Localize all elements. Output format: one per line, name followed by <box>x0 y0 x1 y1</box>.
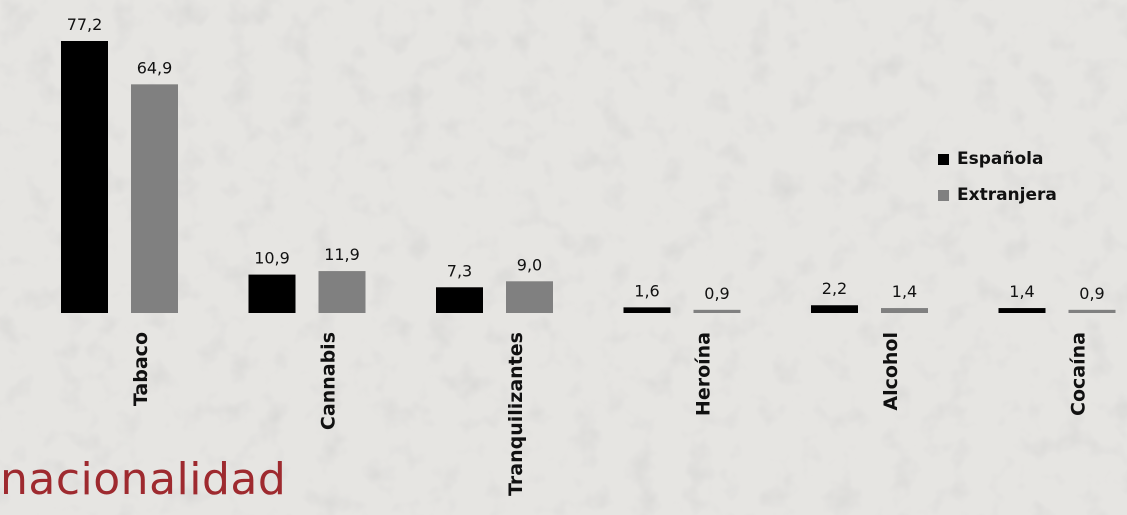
category-label-tabaco: Tabaco <box>130 332 152 406</box>
value-label-tranquilizantes-extranjera: 9,0 <box>517 255 542 274</box>
value-label-heroina-extranjera: 0,9 <box>704 284 729 303</box>
legend-label-extranjera: Extranjera <box>957 185 1057 205</box>
legend-item-espanola: Española <box>938 141 1057 177</box>
value-label-tabaco-extranjera: 64,9 <box>137 58 173 77</box>
bar-tabaco-espanola <box>61 41 108 313</box>
bar-alcohol-extranjera <box>881 308 928 313</box>
category-label-heroina: Heroína <box>693 332 715 416</box>
bar-cannabis-espanola <box>248 274 296 313</box>
bar-tabaco-extranjera <box>131 84 178 313</box>
value-labels-layer: 77,2 64,9 10,9 11,9 7,3 9,0 1,6 0,9 2,2 1,4 1,4 0,9 <box>67 15 1105 303</box>
value-label-alcohol-extranjera: 1,4 <box>892 282 917 301</box>
legend-swatch-espanola <box>938 153 949 165</box>
bar-heroina-extranjera <box>693 309 741 313</box>
value-label-cannabis-espanola: 10,9 <box>254 249 290 268</box>
bar-cocaina-espanola <box>998 308 1046 313</box>
value-label-heroina-espanola: 1,6 <box>634 281 659 300</box>
bar-tranquilizantes-espanola <box>436 287 483 313</box>
legend-swatch-extranjera <box>938 189 949 201</box>
value-label-alcohol-espanola: 2,2 <box>822 279 847 298</box>
category-label-cannabis: Cannabis <box>318 332 340 430</box>
value-label-cocaina-espanola: 1,4 <box>1009 282 1034 301</box>
value-label-tranquilizantes-espanola: 7,3 <box>447 261 472 280</box>
value-label-tabaco-espanola: 77,2 <box>67 15 103 34</box>
bar-cannabis-extranjera <box>318 271 366 313</box>
bar-heroina-espanola <box>623 307 671 313</box>
legend: Española Extranjera <box>938 141 1057 213</box>
page-caption: nacionalidad <box>0 454 287 505</box>
value-label-cannabis-extranjera: 11,9 <box>324 245 360 264</box>
bar-alcohol-espanola <box>811 305 858 313</box>
category-label-cocaina: Cocaína <box>1068 332 1090 416</box>
category-label-tranquilizantes: Tranquilizantes <box>505 332 527 496</box>
category-label-alcohol: Alcohol <box>880 332 902 411</box>
bars-layer <box>61 41 1116 313</box>
bar-tranquilizantes-extranjera <box>506 281 553 313</box>
category-labels-layer: Tabaco Cannabis Tranquilizantes Heroína Alco… <box>130 332 1090 496</box>
bar-cocaina-extranjera <box>1068 309 1116 313</box>
legend-item-extranjera: Extranjera <box>938 177 1057 213</box>
value-label-cocaina-extranjera: 0,9 <box>1079 284 1104 303</box>
legend-label-espanola: Española <box>957 149 1044 169</box>
